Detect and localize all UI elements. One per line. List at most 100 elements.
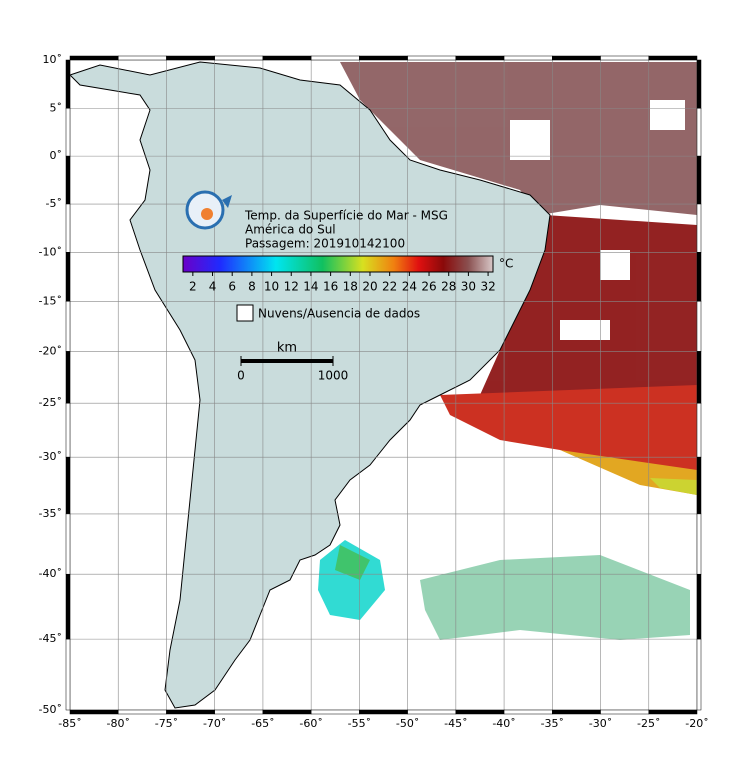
lon-tick-label: -65˚ [251,717,274,730]
frame-band [69,709,119,715]
frame-band [166,709,215,715]
colorbar-tick-label: 10 [264,280,279,294]
frame-band [696,456,702,515]
lon-tick-label: -85˚ [58,717,81,730]
frame-band [696,203,702,253]
lat-tick-label: -10˚ [39,245,62,258]
lat-tick-label: -30˚ [39,450,62,463]
frame-band [696,402,702,458]
lon-tick-label: -55˚ [348,717,371,730]
lat-tick-label: 0˚ [50,149,63,162]
lat-tick-label: -15˚ [39,294,62,307]
frame-band [310,709,360,715]
frame-band [65,252,71,302]
scale-bar-body [241,359,333,363]
frame-band [65,59,71,109]
lat-tick-label: -25˚ [39,396,62,409]
frame-band [696,573,702,640]
lon-tick-label: -25˚ [637,717,660,730]
lat-tick-label: 5˚ [50,101,63,114]
colorbar-tick-label: 26 [421,280,436,294]
lon-tick-label: -80˚ [106,717,129,730]
colorbar [182,255,494,273]
lat-tick-label: -40˚ [39,567,62,580]
lat-tick-label: -20˚ [39,344,62,357]
colorbar-tick-label: 30 [461,280,476,294]
title-line: Passagem: 201910142100 [245,237,405,251]
lat-tick-label: -35˚ [39,507,62,520]
frame-band [696,252,702,302]
lon-tick-label: -20˚ [685,717,708,730]
frame-band [166,55,215,61]
lat-tick-label: -45˚ [39,632,62,645]
colorbar-tick-label: 28 [441,280,456,294]
frame-band [65,108,71,157]
lon-tick-label: -60˚ [299,717,322,730]
lon-tick-label: -40˚ [492,717,515,730]
lon-tick-label: -45˚ [444,717,467,730]
frame-band [65,638,71,711]
colorbar-tick-label: 20 [362,280,377,294]
lon-tick-label: -50˚ [396,717,419,730]
frame-band [552,709,601,715]
frame-band [65,155,71,205]
frame-band [696,513,702,575]
frame-band [648,709,698,715]
frame-band [69,55,119,61]
frame-band [214,55,264,61]
legend-label: Nuvens/Ausencia de dados [258,307,420,321]
frame-band [696,59,702,109]
frame-band [359,709,408,715]
sst-field [318,62,697,640]
frame-band [117,709,167,715]
lon-tick-label: -35˚ [541,717,564,730]
frame-band [65,456,71,515]
frame-band [552,55,601,61]
frame-band [696,108,702,157]
frame-band [600,709,650,715]
lon-tick-label: -30˚ [589,717,612,730]
frame-band [65,351,71,404]
colorbar-tick-label: 12 [284,280,299,294]
lon-tick-label: -70˚ [203,717,226,730]
frame-band [696,351,702,404]
colorbar-unit: °C [499,257,513,271]
frame-band [214,709,264,715]
colorbar-tick-label: 32 [480,280,495,294]
frame-band [407,709,457,715]
map-frame [65,55,702,715]
colorbar-tick-label: 2 [189,280,197,294]
lat-tick-label: -5˚ [46,197,62,210]
frame-band [600,55,650,61]
frame-band [696,638,702,711]
frame-band [65,402,71,458]
frame-band [262,55,312,61]
colorbar-tick-label: 24 [402,280,417,294]
colorbar-tick-label: 16 [323,280,338,294]
frame-band [648,55,698,61]
frame-band [696,155,702,205]
frame-band [65,513,71,575]
colorbar-tick-label: 6 [228,280,236,294]
frame-band [65,301,71,352]
colorbar-tick-label: 8 [248,280,256,294]
colorbar-tick-label: 22 [382,280,397,294]
frame-band [503,709,553,715]
frame-band [455,709,505,715]
scale-tick-label: 1000 [318,369,349,383]
frame-band [262,709,312,715]
legend-swatch [236,304,254,322]
colorbar-tick-label: 4 [209,280,217,294]
frame-band [696,301,702,352]
scale-unit: km [277,341,297,356]
frame-band [310,55,360,61]
land [69,61,551,709]
lon-tick-label: -75˚ [155,717,178,730]
frame-band [455,55,505,61]
colorbar-tick-label: 18 [343,280,358,294]
title-line: Temp. da Superfície do Mar - MSG [244,209,448,223]
frame-band [65,573,71,640]
frame-band [65,203,71,253]
colorbar-ticks: 2 4 6 8 10 12 14 16 18 20 22 24 26 28 30 32 [189,272,496,294]
